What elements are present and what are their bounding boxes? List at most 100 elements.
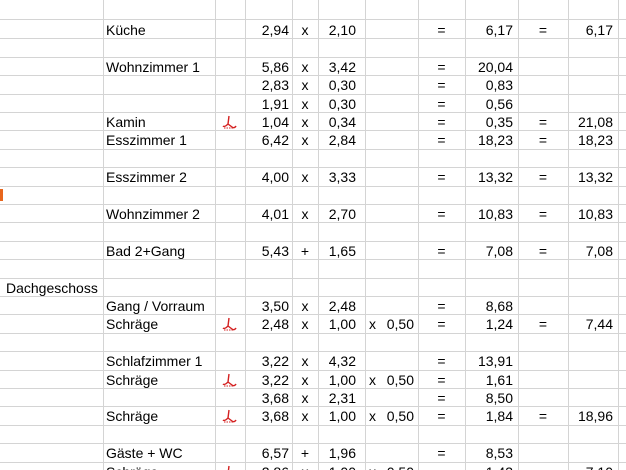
cell-text: = [437, 77, 446, 94]
comment-icon [221, 372, 237, 388]
row-line [0, 19, 626, 20]
cell-text: 1,84 [485, 408, 513, 425]
icon [222, 115, 237, 129]
cell-text: 3,68 [261, 390, 289, 406]
column-line [292, 0, 293, 470]
cell-text: = [437, 316, 446, 333]
cell-text: Dachgeschoss [6, 279, 98, 296]
cell-text: = [538, 22, 548, 38]
cell-text: x [301, 206, 309, 222]
cell-text: Wohnzimmer 1 [106, 58, 200, 75]
cell-text: 0,35 [485, 114, 513, 130]
cell-text: = [437, 242, 446, 259]
cell-text: x [301, 132, 309, 149]
row-line [0, 277, 626, 279]
cell-text: = [437, 298, 446, 314]
cell-text: 6,17 [585, 22, 613, 38]
cell-text: + [300, 445, 310, 462]
cell-text: 10,83 [477, 206, 513, 222]
row-line [0, 167, 626, 169]
cell-text: = [437, 114, 446, 130]
cell-text: 6,17 [485, 22, 513, 38]
cell-text: x [301, 169, 309, 186]
icon [227, 465, 230, 470]
column-line [418, 0, 419, 470]
cell-text: 2,31 [328, 390, 356, 406]
cell-text: x [301, 316, 309, 333]
cell-text: = [518, 463, 568, 470]
cell-text: 1,43 [465, 463, 513, 470]
cell-text: x [369, 408, 376, 425]
cell-text: = [538, 132, 548, 149]
cell-text: 7,10 [568, 463, 613, 470]
cell-text: Wohnzimmer 2 [106, 206, 200, 222]
row-line [0, 296, 626, 297]
row-line [0, 461, 626, 463]
column-line [365, 0, 366, 470]
row-line [0, 332, 626, 334]
cell-text: 2,94 [261, 22, 289, 38]
cell-text: 20,04 [477, 58, 513, 75]
row-line [0, 204, 626, 205]
cell-text: Schräge [106, 371, 159, 388]
cell-text: 0,50 [386, 316, 414, 333]
cell-text: + [300, 242, 310, 259]
cell-text: 18,96 [577, 408, 613, 425]
column-line [103, 0, 104, 470]
cell-text: 6,57 [261, 445, 289, 462]
cell-text: 7,08 [585, 242, 613, 259]
column-line [518, 0, 519, 470]
cell-text: 1,00 [328, 408, 356, 425]
cell-text: 0,50 [380, 463, 414, 470]
cell-text: Esszimmer 1 [106, 132, 187, 149]
row-line [0, 351, 626, 353]
cell-text: 2,48 [261, 316, 289, 333]
cell-text: = [538, 114, 548, 130]
cell-text: 0,30 [328, 95, 356, 112]
cell-text: 1,96 [328, 445, 356, 462]
cell-text: 1,04 [261, 114, 289, 130]
row-line [0, 406, 626, 408]
cell-text: Bad 2+Gang [106, 242, 186, 259]
cell-text: 13,91 [477, 353, 513, 370]
row-line [0, 93, 626, 95]
cell-text: x [301, 58, 309, 75]
cell-text: Schräge [106, 463, 215, 470]
row-line [0, 388, 626, 389]
cell-text: x [301, 95, 309, 112]
comment-icon [221, 408, 237, 424]
row-marker [0, 189, 3, 201]
cell-text: 0,50 [386, 408, 414, 425]
row-line [0, 259, 626, 261]
cell-text: = [538, 242, 548, 259]
row-line [0, 369, 626, 371]
cell-text: 2,10 [328, 22, 356, 38]
cell-text: 3,22 [261, 371, 289, 388]
cell-text: 4,01 [261, 206, 289, 222]
cell-text: 5,43 [261, 242, 289, 259]
cell-text: x [301, 77, 309, 94]
cell-text: Gang / Vorraum [106, 298, 205, 314]
cell-text: 2,48 [328, 298, 356, 314]
cell-text: 0,83 [485, 77, 513, 94]
cell-text: 3,33 [328, 169, 356, 186]
cell-text: = [437, 169, 446, 186]
cell-text: x [292, 463, 318, 470]
cell-text: x [301, 371, 309, 388]
cell-text: 2,83 [261, 77, 289, 94]
cell-text: x [301, 298, 309, 314]
column-line [618, 0, 619, 470]
cell-text: = [437, 22, 446, 38]
cell-text: 4,32 [328, 353, 356, 370]
icon [222, 373, 237, 387]
cell-text: = [437, 95, 446, 112]
cell-text: 1,24 [485, 316, 513, 333]
row-line [0, 75, 626, 77]
column-line [245, 0, 246, 470]
cell-text: Kamin [106, 114, 146, 130]
cell-text: = [437, 353, 446, 370]
cell-text: 0,50 [386, 371, 414, 388]
cell-text: = [418, 463, 465, 470]
cell-text: x [301, 22, 309, 38]
row-line [0, 56, 626, 58]
